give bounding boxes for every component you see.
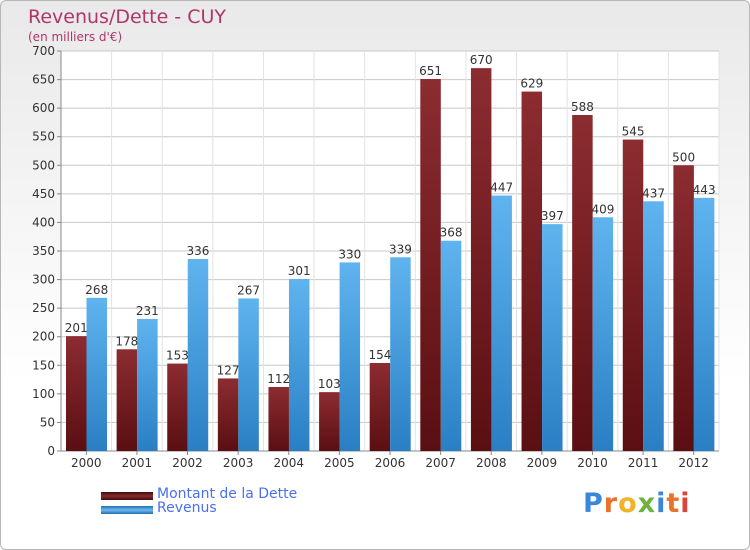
bar-revenue — [339, 262, 361, 451]
bar-revenue — [86, 297, 107, 451]
logo-letter: x — [637, 488, 657, 519]
bar-revenue — [390, 257, 411, 451]
data-label-debt: 545 — [622, 125, 645, 139]
x-tick-label: 2002 — [172, 456, 203, 470]
y-tick-label: 650 — [32, 73, 55, 87]
y-tick-label: 250 — [32, 301, 55, 315]
y-tick-label: 450 — [32, 187, 55, 201]
logo-letter: r — [603, 488, 619, 519]
bar-debt — [420, 79, 441, 451]
data-label-revenue: 330 — [338, 247, 361, 261]
y-tick-label: 500 — [32, 158, 55, 172]
x-tick-label: 2006 — [375, 456, 406, 470]
bar-revenue — [542, 224, 563, 451]
bar-revenue — [187, 259, 209, 451]
bar-revenue — [440, 240, 462, 451]
data-label-debt: 500 — [672, 150, 695, 164]
x-tick-label: 2003 — [223, 456, 254, 470]
bar-revenue — [137, 319, 158, 451]
bar-debt — [622, 139, 644, 452]
x-tick-label: 2010 — [577, 456, 608, 470]
bar-debt — [369, 363, 391, 451]
data-label-debt: 153 — [166, 349, 189, 363]
bar-debt — [167, 363, 188, 451]
bar-debt — [268, 387, 289, 451]
y-tick-label: 100 — [32, 387, 55, 401]
chart-title: Revenus/Dette - CUY — [28, 6, 226, 28]
y-tick-label: 300 — [32, 273, 55, 287]
bar-revenue — [693, 197, 715, 451]
y-tick-label: 200 — [32, 330, 55, 344]
y-tick-label: 50 — [40, 415, 55, 429]
bar-debt — [217, 378, 239, 451]
data-label-revenue: 336 — [187, 244, 210, 258]
y-tick-label: 600 — [32, 101, 55, 115]
data-label-revenue: 443 — [693, 183, 716, 197]
logo-letter: i — [680, 488, 691, 519]
data-label-revenue: 301 — [288, 264, 311, 278]
data-label-revenue: 409 — [591, 202, 614, 216]
data-label-revenue: 267 — [237, 283, 260, 297]
bar-revenue — [288, 279, 310, 451]
proxiti-logo: Proxiti — [583, 488, 691, 519]
y-tick-label: 150 — [32, 358, 55, 372]
x-tick-label: 2004 — [273, 456, 304, 470]
data-label-debt: 588 — [571, 100, 594, 114]
x-tick-label: 2000 — [71, 456, 102, 470]
logo-letter: o — [618, 488, 638, 519]
logo-letter: P — [583, 488, 604, 519]
x-tick-label: 2009 — [527, 456, 558, 470]
x-tick-label: 2007 — [425, 456, 456, 470]
data-label-revenue: 339 — [389, 242, 412, 256]
bar-revenue — [643, 201, 664, 451]
data-label-revenue: 231 — [136, 304, 159, 318]
data-label-revenue: 268 — [85, 283, 108, 297]
data-label-debt: 112 — [267, 372, 290, 386]
y-tick-label: 550 — [32, 130, 55, 144]
bar-revenue — [592, 217, 614, 451]
legend-swatch-debt — [101, 492, 153, 500]
legend-swatch-revenue — [101, 506, 153, 514]
x-tick-label: 2011 — [628, 456, 659, 470]
data-label-revenue: 397 — [541, 209, 564, 223]
data-label-debt: 651 — [419, 64, 442, 78]
data-label-revenue: 447 — [490, 181, 513, 195]
bar-debt — [521, 91, 543, 452]
bar-debt — [673, 165, 694, 452]
data-label-revenue: 368 — [440, 226, 463, 240]
logo-letter: t — [666, 488, 681, 519]
legend-label-debt: Montant de la Dette — [157, 486, 298, 502]
bar-debt — [470, 68, 492, 452]
bar-debt — [116, 349, 138, 451]
data-label-debt: 154 — [368, 348, 391, 362]
legend-label-revenue: Revenus — [157, 500, 217, 516]
bar-revenue — [238, 298, 259, 451]
y-tick-label: 700 — [32, 44, 55, 58]
x-tick-label: 2008 — [476, 456, 507, 470]
y-tick-label: 0 — [47, 444, 55, 458]
logo-letter: i — [656, 488, 667, 519]
data-label-debt: 670 — [470, 53, 493, 67]
data-label-debt: 201 — [65, 321, 88, 335]
data-label-debt: 629 — [520, 77, 543, 91]
x-tick-label: 2001 — [122, 456, 153, 470]
bar-debt — [319, 392, 340, 451]
data-label-debt: 127 — [217, 363, 240, 377]
data-label-debt: 103 — [318, 377, 341, 391]
bar-revenue — [491, 195, 512, 451]
y-tick-label: 400 — [32, 215, 55, 229]
data-label-debt: 178 — [115, 334, 138, 348]
bar-debt — [66, 336, 87, 451]
x-tick-label: 2012 — [678, 456, 709, 470]
chart-subtitle: (en milliers d'€) — [28, 30, 123, 44]
x-tick-label: 2005 — [324, 456, 355, 470]
y-tick-label: 350 — [32, 244, 55, 258]
data-label-revenue: 437 — [642, 186, 665, 200]
bar-debt — [572, 115, 593, 451]
bar-chart: 0 50 100 150 200 250 300 350 400 450 500 550 600 650 7… — [32, 44, 720, 470]
